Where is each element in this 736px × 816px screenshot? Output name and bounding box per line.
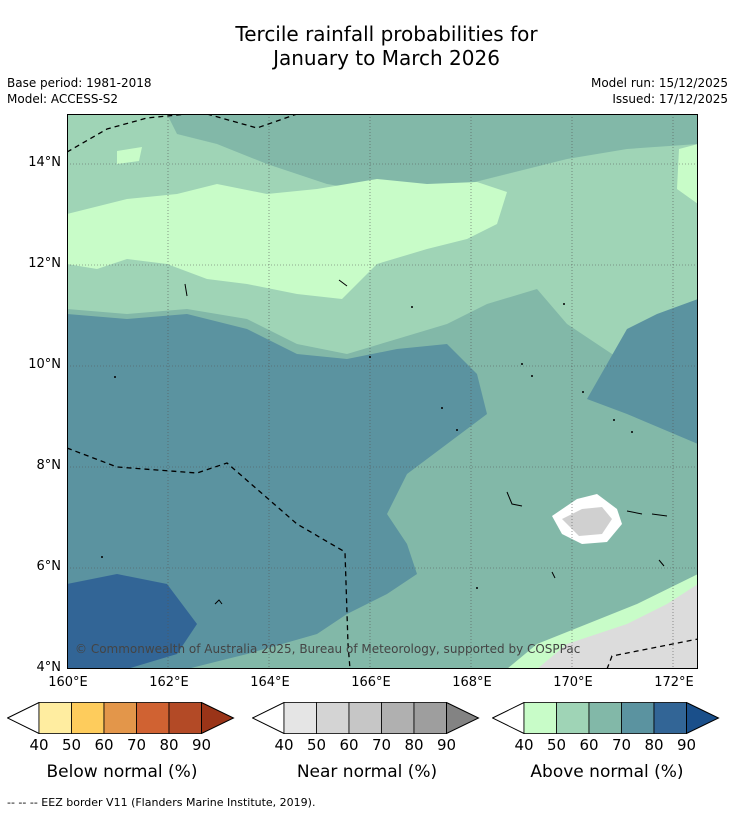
probability-map: © Commonwealth of Australia 2025, Bureau… — [67, 114, 698, 669]
eez-footnote: -- -- -- EEZ border V11 (Flanders Marine… — [7, 796, 316, 809]
model-text: Model: ACCESS-S2 — [7, 92, 119, 106]
colorbar-title-above: Above normal (%) — [530, 762, 684, 782]
base-period-text: Base period: 1981-2018 — [7, 76, 152, 90]
lon-label-160: 160°E — [48, 675, 88, 690]
colorbar-title-near: Near normal (%) — [296, 762, 438, 782]
colorbar-segment — [71, 702, 105, 734]
colorbar-above-normal — [492, 702, 720, 734]
colorbar-segment — [348, 702, 382, 734]
colorbar-segment — [523, 702, 557, 734]
region-above-70-south — [67, 314, 487, 669]
colorbar-low-extension — [492, 702, 525, 734]
colorbar-tick-label: 60 — [579, 736, 599, 754]
map-title-line2: January to March 2026 — [273, 46, 500, 70]
region-above-70-east — [587, 299, 698, 444]
colorbar-high-extension — [446, 702, 480, 734]
region-above-80-south — [67, 574, 197, 669]
colorbar-low-extension — [7, 702, 40, 734]
colorbar-segment — [38, 702, 72, 734]
colorbar-tick-label: 60 — [339, 736, 359, 754]
lon-label-164: 164°E — [250, 675, 290, 690]
colorbar-tick-label: 80 — [159, 736, 179, 754]
colorbar-tick-label: 50 — [306, 736, 327, 754]
colorbar-segment — [556, 702, 590, 734]
issued-text: Issued: 17/12/2025 — [612, 92, 728, 106]
lat-label-10: 10°N — [28, 357, 61, 372]
lon-label-170: 170°E — [553, 675, 593, 690]
lat-label-12: 12°N — [28, 256, 61, 271]
colorbar-segment — [316, 702, 350, 734]
lon-label-166: 166°E — [351, 675, 391, 690]
colorbar-segment — [168, 702, 202, 734]
colorbar-segment — [103, 702, 137, 734]
colorbar-segment — [653, 702, 687, 734]
colorbar-segment — [136, 702, 170, 734]
colorbar-segment — [283, 702, 317, 734]
colorbar-tick-label: 60 — [94, 736, 114, 754]
region-above-60-north — [167, 114, 698, 194]
region-above-40-north — [67, 179, 507, 299]
region-near-normal-southeast — [537, 584, 698, 669]
island-outlines — [184, 279, 668, 605]
colorbar-tick-label: 40 — [29, 736, 49, 754]
colorbar-high-extension — [201, 702, 235, 734]
lon-label-172: 172°E — [654, 675, 694, 690]
colorbar-tick-label: 90 — [676, 736, 697, 754]
lat-label-4: 4°N — [36, 660, 62, 675]
colorbar-below-normal — [7, 702, 235, 734]
map-title: Tercile rainfall probabilities for Janua… — [0, 22, 736, 70]
colorbar-tick-label: 90 — [436, 736, 457, 754]
model-run-text: Model run: 15/12/2025 — [590, 76, 728, 90]
colorbar-segment — [413, 702, 447, 734]
colorbar-title-below: Below normal (%) — [46, 762, 198, 782]
colorbar-near-normal — [252, 702, 480, 734]
colorbar-tick-label: 40 — [514, 736, 534, 754]
colorbar-segment — [588, 702, 622, 734]
map-title-line1: Tercile rainfall probabilities for — [235, 22, 538, 46]
colorbar-tick-label: 80 — [404, 736, 424, 754]
colorbar-tick-label: 70 — [126, 736, 147, 754]
eez-border — [67, 114, 698, 669]
colorbar-low-extension — [252, 702, 285, 734]
colorbar-high-extension — [686, 702, 720, 734]
colorbar-tick-label: 80 — [644, 736, 664, 754]
lat-label-6: 6°N — [36, 559, 62, 574]
colorbar-tick-label: 70 — [371, 736, 392, 754]
copyright-text: © Commonwealth of Australia 2025, Bureau… — [75, 642, 580, 656]
lat-label-8: 8°N — [36, 458, 62, 473]
lon-label-162: 162°E — [149, 675, 189, 690]
colorbar-tick-label: 50 — [546, 736, 567, 754]
colorbar-segment — [381, 702, 415, 734]
meta-right: Model run: 15/12/2025 Issued: 17/12/2025 — [591, 75, 728, 107]
colorbar-segment — [621, 702, 655, 734]
colorbar-tick-label: 70 — [611, 736, 632, 754]
colorbar-tick-label: 50 — [61, 736, 82, 754]
lon-label-168: 168°E — [452, 675, 492, 690]
lat-label-14: 14°N — [28, 155, 61, 170]
meta-left: Base period: 1981-2018 Model: ACCESS-S2 — [7, 75, 152, 107]
colorbar-tick-label: 40 — [274, 736, 294, 754]
colorbar-tick-label: 90 — [191, 736, 212, 754]
